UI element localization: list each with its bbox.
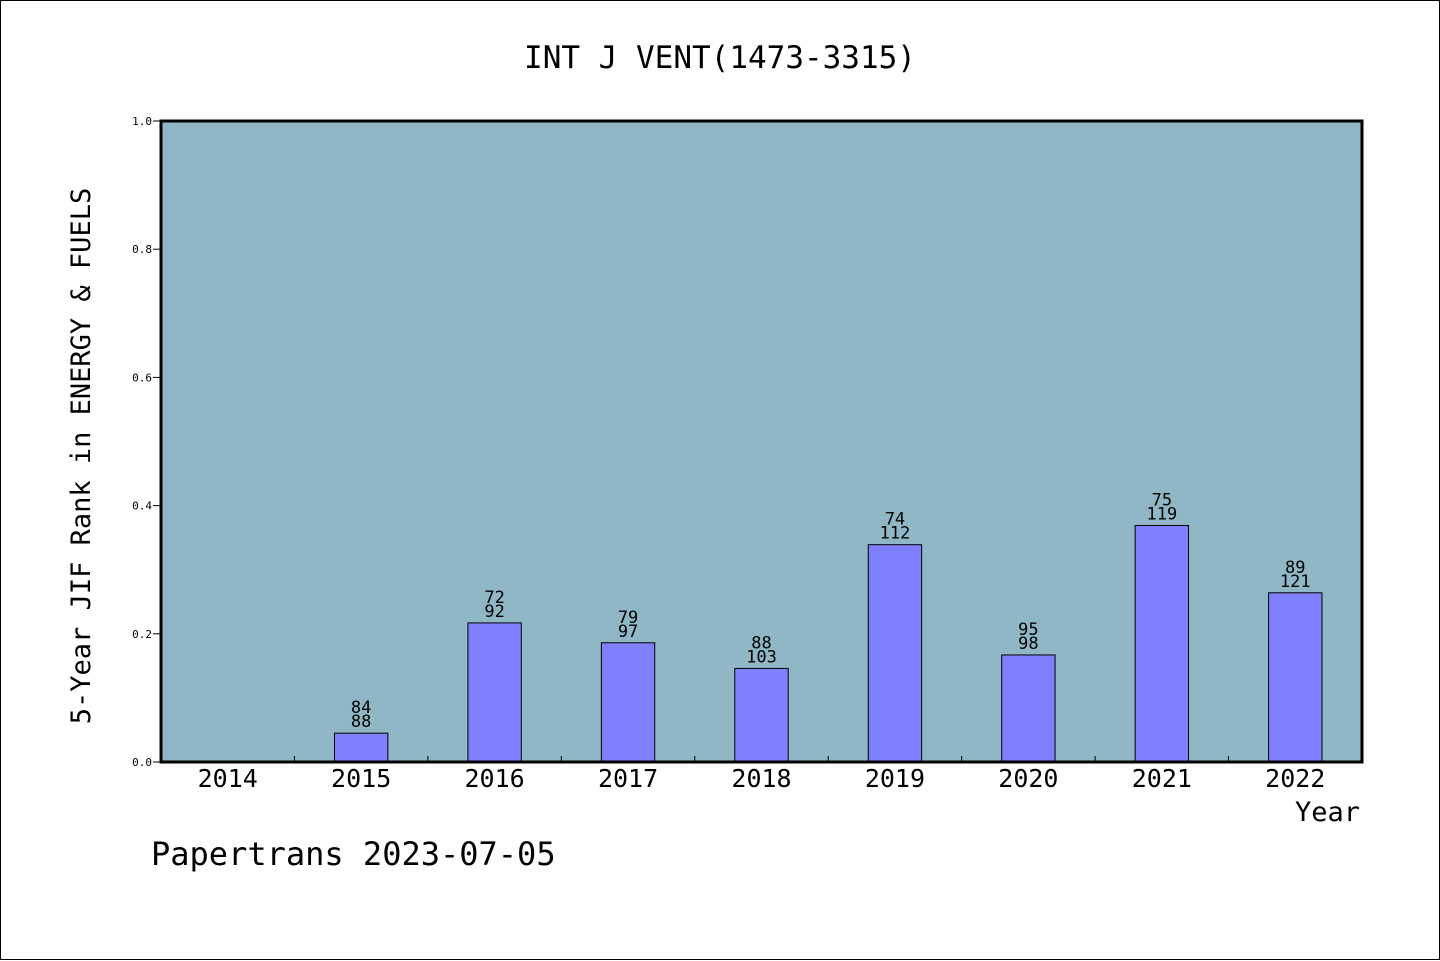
bar-label-rank: 74 [885,510,905,530]
y-tick-label: 1.0 [132,115,152,128]
bar-label-rank: 75 [1152,490,1172,510]
bar-label-rank: 89 [1285,558,1305,578]
bar-2019 [867,544,923,763]
y-axis-label: 5-Year JIF Rank in ENERGY & FUELS [66,188,97,724]
x-tick-label: 2016 [465,764,525,793]
bar-label-total: 121 [1280,572,1311,592]
x-tick-label: 2018 [731,764,791,793]
plot-border [159,119,1364,764]
bar-label-rank: 79 [618,608,638,628]
y-tick-label: 0.0 [132,756,152,769]
x-tick-label: 2022 [1265,764,1325,793]
y-axis-ticks: 0.0 0.2 0.4 0.6 0.8 1.0 [132,115,161,769]
bar-2015 [333,732,389,763]
bar-label-total: 103 [746,647,777,667]
bar-2018 [734,667,789,763]
y-tick-label: 0.8 [132,243,152,256]
y-tick-label: 0.4 [132,500,152,513]
bar-label-total: 112 [880,524,911,544]
bar-2022 [1268,592,1323,763]
bar-2017 [600,642,656,763]
x-tick-label: 2014 [198,764,258,793]
bar-2016 [467,622,522,763]
x-tick-label: 2017 [598,764,658,793]
bar-label-rank: 95 [1018,620,1038,640]
bar-2020 [1001,654,1056,763]
bar-2021 [1134,524,1190,763]
bar-label-total: 119 [1146,504,1177,524]
bar-label-total: 92 [484,602,504,622]
y-tick-label: 0.2 [132,628,152,641]
bar-label-total: 97 [618,622,638,642]
chart-title: INT J VENT(1473-3315) [524,40,916,76]
y-tick-label: 0.6 [132,371,152,384]
x-tick-label: 2015 [331,764,391,793]
bar-label-total: 98 [1018,634,1038,654]
bar-label-rank: 88 [751,633,771,653]
bar-label-rank: 72 [484,588,504,608]
x-tick-label: 2019 [865,764,925,793]
x-axis-ticks: 2014 2015 2016 2017 2018 2019 2020 2021 2022 [198,756,1325,793]
x-axis-label: Year [1295,797,1360,828]
bar-label-total: 88 [351,712,371,732]
bar-label-rank: 84 [351,698,371,718]
footer-credit: Papertrans 2023-07-05 [151,835,556,873]
x-tick-label: 2020 [998,764,1058,793]
bars-group [333,524,1323,763]
x-tick-label: 2021 [1132,764,1192,793]
